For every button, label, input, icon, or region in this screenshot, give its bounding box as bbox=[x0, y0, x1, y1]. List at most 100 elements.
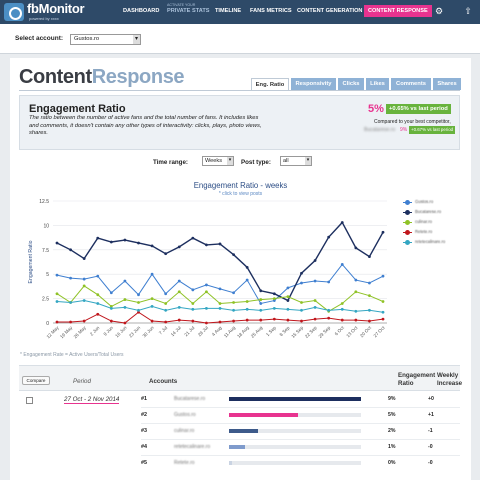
x-tick-label: 16 Jun bbox=[114, 325, 128, 339]
data-point bbox=[381, 317, 385, 321]
data-point bbox=[218, 287, 222, 291]
data-point bbox=[137, 308, 140, 312]
tab-likes[interactable]: Likes bbox=[366, 78, 389, 90]
x-tick-label: 28 Jul bbox=[197, 325, 209, 337]
data-point bbox=[245, 318, 249, 322]
top-navigation-bar: fbMonitor powered by xxxx DASHBOARD ACTI… bbox=[0, 0, 480, 24]
account-name: Bucatarese.ro bbox=[174, 396, 206, 402]
compare-button[interactable]: Compare bbox=[22, 376, 50, 385]
data-point bbox=[177, 305, 181, 309]
account-rank: #4 bbox=[141, 444, 147, 450]
data-point bbox=[340, 307, 344, 311]
weekly-increase-value: -0 bbox=[428, 444, 433, 450]
chart-subtitle[interactable]: * click to view posts bbox=[218, 191, 263, 197]
y-tick-label: 7.5 bbox=[42, 248, 49, 254]
post-type-select[interactable]: all bbox=[280, 156, 312, 166]
data-point bbox=[96, 312, 100, 316]
x-tick-label: 9 Jun bbox=[103, 325, 115, 337]
data-point bbox=[368, 308, 371, 312]
data-point bbox=[205, 243, 208, 247]
data-point bbox=[286, 318, 290, 322]
row-divider bbox=[141, 455, 460, 456]
account-name: retetecalinare.ro bbox=[174, 444, 211, 450]
x-tick-label: 20 Oct bbox=[359, 325, 373, 339]
legend-label: culinar.ro bbox=[415, 219, 432, 224]
nav-timeline[interactable]: TIMELINE bbox=[215, 8, 242, 14]
legend-label: Gustos.ro bbox=[415, 199, 434, 204]
tab-shares[interactable]: Shares bbox=[433, 78, 461, 90]
nav-content-generation[interactable]: CONTENT GENERATION bbox=[297, 8, 363, 14]
ratio-bar bbox=[229, 461, 232, 465]
data-point bbox=[327, 235, 331, 239]
x-tick-label: 7 Jul bbox=[158, 325, 168, 335]
nav-content-response[interactable]: CONTENT RESPONSE bbox=[364, 5, 432, 17]
data-point bbox=[272, 297, 276, 300]
account-name: culinar.ro bbox=[174, 428, 195, 434]
tab-eng-ratio[interactable]: Eng. Ratio bbox=[251, 78, 289, 90]
account-select[interactable]: Gustos.ro bbox=[70, 34, 141, 45]
data-point bbox=[313, 305, 317, 309]
account-rank: #3 bbox=[141, 428, 147, 434]
settings-icon[interactable]: ⚙ bbox=[434, 6, 444, 16]
nav-activate-hint: ACTIVATE YOUR bbox=[167, 3, 196, 7]
tab-comments[interactable]: Comments bbox=[391, 78, 431, 90]
x-tick-label: 8 Sep bbox=[279, 325, 291, 337]
competitor-change-badge: +0.67% vs last period bbox=[409, 126, 456, 134]
weekly-increase-header: Weekly Increase bbox=[437, 372, 462, 388]
legend-marker bbox=[405, 200, 410, 205]
data-point bbox=[150, 305, 154, 308]
tab-responsivity[interactable]: Responsivity bbox=[291, 78, 336, 90]
data-point bbox=[96, 274, 100, 278]
data-point bbox=[123, 238, 127, 242]
data-point bbox=[164, 302, 168, 305]
nav-dashboard[interactable]: DASHBOARD bbox=[123, 8, 160, 14]
data-point bbox=[82, 319, 86, 323]
data-point bbox=[381, 274, 385, 278]
nav-fans-metrics[interactable]: FANS METRICS bbox=[250, 8, 292, 14]
weekly-increase-value: -1 bbox=[428, 428, 433, 434]
x-tick-label: 6 Oct bbox=[334, 325, 346, 337]
fbmonitor-logo-icon[interactable] bbox=[4, 3, 24, 21]
er-header-line1: Engagement bbox=[398, 372, 436, 379]
weekly-increase-value: -0 bbox=[428, 460, 433, 466]
account-bar: Select account: Gustos.ro bbox=[0, 24, 480, 54]
engagement-ratio-value: 5% bbox=[388, 412, 396, 418]
data-point bbox=[69, 320, 72, 324]
data-point bbox=[205, 290, 208, 294]
export-icon[interactable]: ⇧ bbox=[464, 6, 472, 16]
data-point bbox=[150, 319, 154, 323]
x-tick-label: 2 Jun bbox=[89, 325, 101, 337]
period-checkbox[interactable] bbox=[26, 397, 33, 404]
data-point bbox=[259, 302, 263, 305]
data-point bbox=[150, 244, 154, 248]
accounts-header: Accounts bbox=[149, 378, 178, 385]
data-point bbox=[82, 284, 86, 288]
x-tick-label: 19 May bbox=[59, 325, 74, 340]
time-range-select[interactable]: Weeks bbox=[202, 156, 234, 166]
account-name: Retete.ro bbox=[174, 460, 195, 466]
y-tick-label: 0 bbox=[46, 321, 49, 327]
data-point bbox=[286, 307, 290, 311]
data-point bbox=[232, 308, 235, 312]
data-point bbox=[191, 236, 195, 240]
data-point bbox=[327, 316, 331, 320]
data-point bbox=[272, 292, 276, 296]
tab-clicks[interactable]: Clicks bbox=[338, 78, 364, 90]
row-divider bbox=[141, 423, 460, 424]
data-point bbox=[109, 240, 113, 244]
nav-private-stats[interactable]: PRIVATE STATS bbox=[167, 8, 210, 14]
data-point bbox=[55, 273, 59, 277]
title-divider bbox=[19, 90, 460, 91]
weekly-increase-value: +1 bbox=[428, 412, 434, 418]
data-point bbox=[55, 292, 59, 296]
account-rank: #2 bbox=[141, 412, 147, 418]
data-point bbox=[259, 318, 263, 322]
brand-name[interactable]: fbMonitor bbox=[27, 1, 85, 16]
data-point bbox=[245, 307, 249, 311]
data-point bbox=[137, 241, 140, 245]
y-axis-label: Engagement Ratio bbox=[28, 240, 34, 283]
x-tick-label: 25 Aug bbox=[250, 325, 264, 339]
x-tick-label: 13 Oct bbox=[345, 325, 359, 339]
row-divider bbox=[141, 407, 460, 408]
